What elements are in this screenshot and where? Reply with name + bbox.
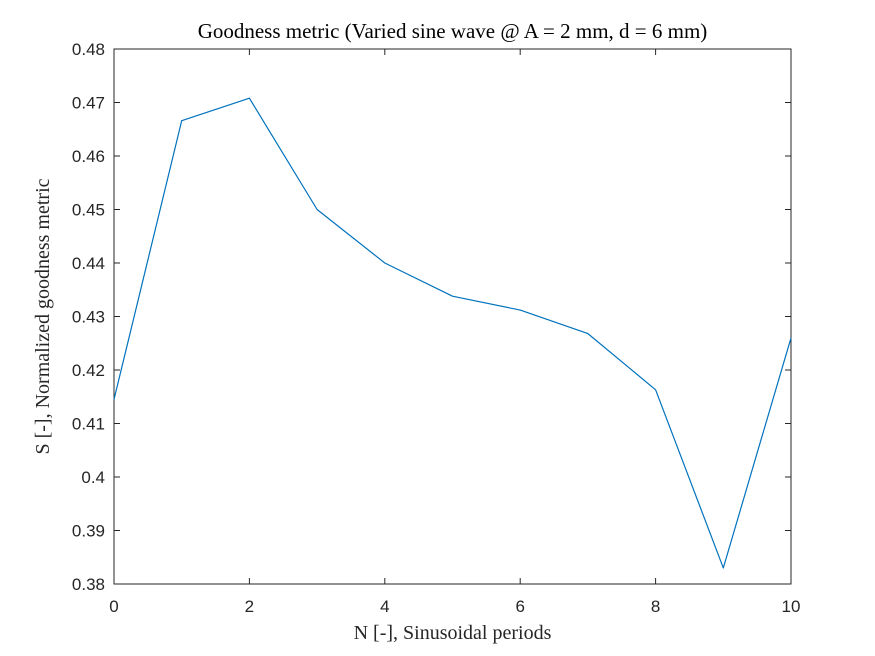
chart-title: Goodness metric (Varied sine wave @ A = … [198,19,708,43]
y-tick-label: 0.46 [72,147,105,166]
series-layer [113,97,792,569]
y-axis-title: S [-], Normalized goodness metric [32,178,54,454]
y-tick-label: 0.4 [81,468,105,487]
y-axis: 0.38 0.39 0.4 0.41 0.42 0.43 0.44 0.45 0.46 0.47 0… [72,40,791,594]
x-tick-label: 10 [782,597,801,616]
y-tick-label: 0.43 [72,308,105,327]
x-axis-title: N [-], Sinusoidal periods [354,622,552,644]
y-tick-label: 0.47 [72,94,105,113]
x-tick-label: 4 [380,597,389,616]
x-axis: 0 2 4 6 8 10 [109,49,800,616]
plot-area [113,48,792,585]
y-tick-label: 0.45 [72,201,105,220]
y-tick-label: 0.48 [72,40,105,59]
y-tick-label: 0.41 [72,415,105,434]
y-tick-label: 0.39 [72,522,105,541]
x-tick-label: 0 [109,597,118,616]
x-tick-label: 6 [515,597,524,616]
y-tick-label: 0.44 [72,254,105,273]
x-tick-label: 2 [245,597,254,616]
y-tick-label: 0.42 [72,361,105,380]
x-tick-label: 8 [651,597,660,616]
y-tick-label: 0.38 [72,575,105,594]
series-line [113,97,792,569]
